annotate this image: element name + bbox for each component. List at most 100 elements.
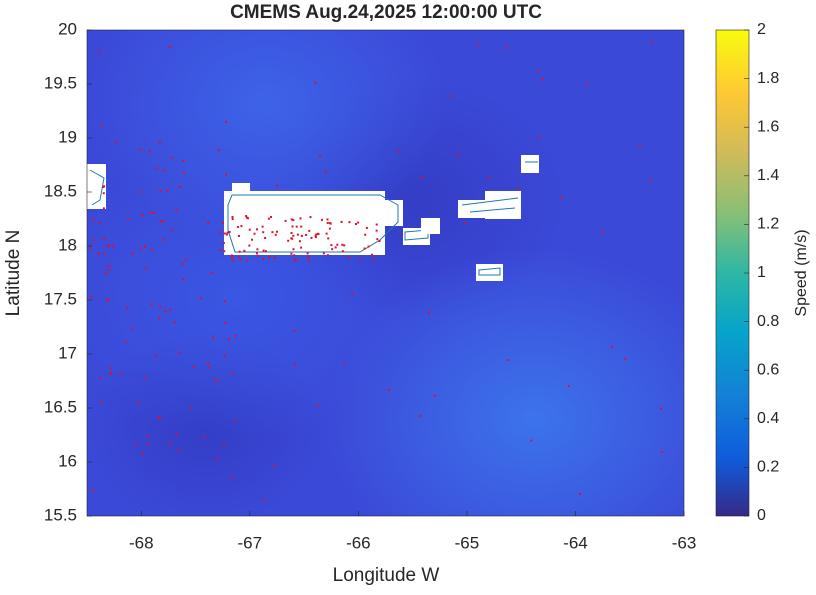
- particle: [248, 244, 251, 247]
- particle: [326, 221, 329, 224]
- particle: [107, 268, 110, 271]
- particle: [307, 259, 310, 262]
- particle: [136, 401, 139, 404]
- particle: [192, 366, 195, 369]
- particle: [141, 214, 144, 217]
- particle: [276, 230, 279, 233]
- particle: [256, 228, 259, 231]
- particle: [293, 258, 296, 261]
- particle: [240, 225, 243, 228]
- particle: [300, 225, 303, 228]
- particle: [578, 492, 581, 495]
- particle: [396, 149, 399, 152]
- particle: [173, 321, 176, 324]
- particle: [463, 222, 466, 225]
- particle: [148, 150, 151, 153]
- particle: [126, 307, 129, 310]
- particle: [247, 217, 250, 220]
- particle: [315, 233, 318, 236]
- particle: [97, 252, 100, 255]
- particle: [231, 256, 234, 259]
- particle: [324, 170, 327, 173]
- particle: [150, 303, 153, 306]
- particle: [90, 295, 93, 298]
- particle: [314, 81, 317, 84]
- particle: [487, 176, 490, 179]
- particle: [245, 216, 248, 219]
- particle: [376, 238, 379, 241]
- particle: [223, 232, 226, 235]
- particle: [225, 173, 228, 176]
- particle: [134, 443, 137, 446]
- particle: [144, 267, 147, 270]
- particle: [421, 175, 424, 178]
- particle: [237, 255, 240, 258]
- particle: [375, 229, 378, 232]
- particle: [327, 237, 330, 240]
- particle: [146, 435, 149, 438]
- particle: [476, 43, 479, 46]
- colorbar-tick-label: 0: [757, 507, 766, 524]
- particle: [115, 140, 118, 143]
- y-tick-label: 19.5: [44, 73, 77, 92]
- particle: [90, 247, 93, 250]
- particle: [207, 221, 210, 224]
- particle: [213, 377, 216, 380]
- particle: [343, 244, 346, 247]
- particle: [661, 450, 664, 453]
- particle: [340, 220, 343, 223]
- particle: [158, 317, 161, 320]
- particle: [273, 464, 276, 467]
- particle: [217, 149, 220, 152]
- plot-frame: [86, 29, 685, 517]
- particle: [295, 225, 298, 228]
- particle: [293, 330, 296, 333]
- particle: [219, 249, 222, 252]
- particle: [147, 442, 150, 445]
- particle: [341, 243, 344, 246]
- particle: [326, 254, 329, 257]
- particle: [179, 185, 182, 188]
- particle: [108, 244, 111, 247]
- particle: [224, 321, 227, 324]
- y-tick-label: 18: [58, 235, 77, 254]
- y-tick-label: 17.5: [44, 289, 77, 308]
- particle: [109, 373, 112, 376]
- particle: [314, 234, 317, 237]
- particle: [190, 406, 193, 409]
- particle: [184, 258, 187, 261]
- particle: [347, 256, 350, 259]
- particle: [314, 236, 317, 239]
- particle: [177, 351, 180, 354]
- particle: [226, 231, 229, 234]
- particle: [223, 250, 226, 253]
- colorbar-tick-label: 1: [757, 264, 766, 281]
- particle: [156, 167, 159, 170]
- particle: [505, 46, 508, 49]
- particle: [131, 327, 134, 330]
- particle: [290, 231, 293, 234]
- particle: [175, 432, 178, 435]
- particle: [364, 233, 367, 236]
- particle: [138, 190, 141, 193]
- particle: [306, 252, 309, 255]
- particle: [163, 169, 166, 172]
- particle: [359, 258, 362, 261]
- particle: [234, 419, 237, 422]
- particle: [316, 403, 319, 406]
- particle: [228, 338, 231, 341]
- particle: [262, 258, 265, 261]
- particle: [284, 219, 287, 222]
- particle: [222, 242, 225, 245]
- particle: [262, 249, 265, 252]
- y-tick-label: 15.5: [44, 505, 77, 524]
- particle: [223, 355, 226, 358]
- particle: [99, 401, 102, 404]
- particle: [372, 258, 375, 261]
- particle: [363, 247, 366, 250]
- particle: [293, 363, 296, 366]
- colorbar-tick-label: 0.4: [757, 410, 779, 427]
- particle: [110, 371, 113, 374]
- colorbar-tick-label: 1.4: [757, 167, 779, 184]
